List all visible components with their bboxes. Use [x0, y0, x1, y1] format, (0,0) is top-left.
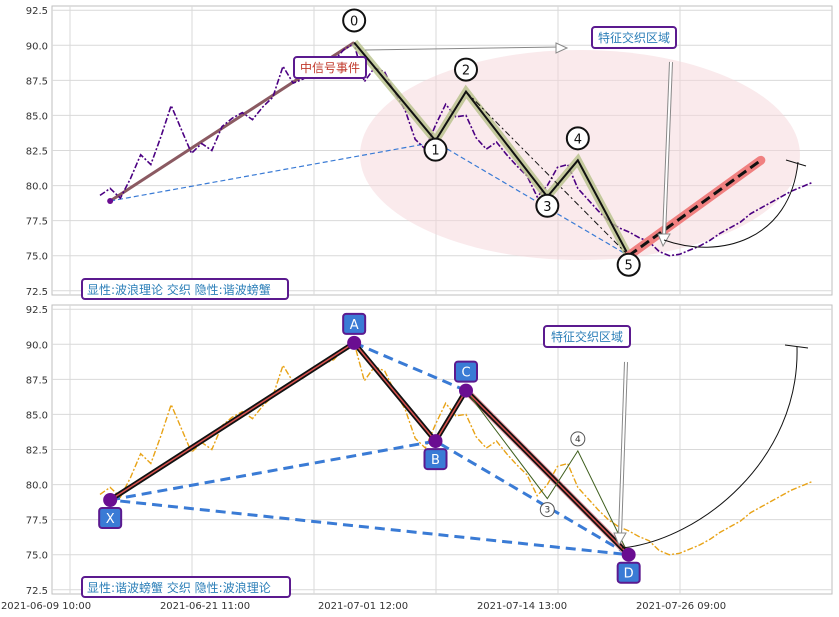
y-tick-label: 80.0 — [26, 182, 48, 193]
bottom-wave-line — [465, 390, 630, 555]
y-tick-label: 82.5 — [26, 446, 48, 457]
harmonic-point-label: D — [624, 567, 634, 582]
bottom-points: X A B C D 3 4 — [98, 312, 641, 584]
top-price-line — [99, 42, 812, 257]
bottom-zone-arrowhead — [613, 532, 627, 547]
wave-point-marker — [539, 502, 555, 518]
top-event-arrow — [364, 46, 561, 51]
y-tick-label: 90.0 — [26, 340, 48, 351]
y-tick-label: 87.5 — [26, 76, 48, 87]
bottom-y-ticks: 92.5 90.0 87.5 85.0 82.5 80.0 77.5 75.0 72.5 — [26, 305, 48, 597]
wave-point-label: 5 — [625, 259, 633, 274]
bottom-zone-label-box — [543, 325, 631, 348]
wave-point-label: 2 — [462, 64, 470, 79]
y-tick-label: 80.0 — [26, 481, 48, 492]
bottom-zone-arrow-inner — [619, 361, 627, 536]
harmonic-point-box — [423, 448, 448, 471]
top-event-label: 中信号事件 — [300, 60, 360, 75]
top-projection-arc — [663, 161, 799, 248]
y-tick-label: 72.5 — [26, 586, 48, 597]
wave-point-label: 4 — [574, 132, 582, 147]
x-tick-label: 2021-07-14 13:00 — [477, 601, 567, 612]
harmonic-point-box — [454, 360, 478, 383]
top-legend-box — [81, 278, 289, 300]
y-tick-label: 77.5 — [26, 516, 48, 527]
x-tick-label: 2021-07-26 09:00 — [636, 601, 726, 612]
top-wave-dashdot — [465, 91, 630, 257]
wave-point-label: 3 — [544, 506, 550, 516]
top-panel: 92.5 90.0 87.5 85.0 82.5 80.0 77.5 75.0 72.5 0 1 2… — [26, 5, 833, 300]
harmonic-point-label: C — [461, 366, 470, 381]
top-zone-label-box — [591, 26, 677, 49]
y-tick-label: 92.5 — [26, 6, 48, 17]
top-points: 0 1 2 3 4 5 — [342, 8, 641, 277]
wave-point-marker — [342, 8, 367, 33]
y-tick-label: 75.0 — [26, 551, 48, 562]
harmonic-point-marker — [459, 383, 473, 398]
top-zone-arrow-inner — [663, 61, 672, 237]
y-tick-label: 85.0 — [26, 410, 48, 421]
y-tick-label: 92.5 — [26, 305, 48, 316]
top-start-dot — [107, 198, 114, 205]
y-tick-label: 90.0 — [26, 41, 48, 52]
bottom-projection-arc — [621, 346, 798, 549]
harmonic-point-marker — [621, 547, 636, 562]
top-projection-line — [627, 159, 762, 257]
harmonic-point-box — [616, 561, 641, 584]
y-tick-label: 77.5 — [26, 217, 48, 228]
wave-point-marker — [616, 252, 641, 277]
bottom-legend-box — [81, 576, 291, 598]
x-tick-label: 2021-07-01 12:00 — [318, 601, 408, 612]
harmonic-point-box — [98, 507, 123, 530]
harmonic-point-label: A — [350, 318, 359, 333]
harmonic-point-label: X — [106, 512, 115, 527]
harmonic-point-marker — [347, 335, 362, 350]
wave-point-marker — [565, 126, 590, 151]
bottom-projection-cap — [784, 344, 809, 349]
bottom-panel: 92.5 90.0 87.5 85.0 82.5 80.0 77.5 75.0 72.5 202… — [1, 304, 833, 612]
top-projection-cap — [785, 159, 807, 167]
bottom-price-line — [99, 341, 812, 556]
top-event-arrowhead — [555, 42, 569, 54]
wave-point-label: 0 — [350, 14, 358, 29]
bottom-x-ticks: 2021-06-09 10:00 2021-06-21 11:00 2021-07-… — [1, 601, 726, 612]
wave-point-label: 4 — [575, 435, 581, 445]
harmonic-point-marker — [428, 434, 443, 449]
top-legend-label: 显性:波浪理论 交织 隐性:谐波螃蟹 — [87, 282, 271, 297]
y-tick-label: 87.5 — [26, 375, 48, 386]
top-wave-line — [353, 41, 630, 257]
bottom-legend-label: 显性:谐波螃蟹 交织 隐性:波浪理论 — [87, 580, 271, 595]
y-tick-label: 75.0 — [26, 252, 48, 263]
top-event-label-box — [293, 56, 367, 79]
top-y-ticks: 92.5 90.0 87.5 85.0 82.5 80.0 77.5 75.0 72.5 — [26, 6, 48, 298]
x-tick-label: 2021-06-09 10:00 — [1, 601, 91, 612]
bottom-harmonic-dashed-xbd — [109, 439, 630, 557]
wave-point-marker — [535, 193, 560, 218]
wave-point-marker — [570, 431, 586, 447]
y-tick-label: 85.0 — [26, 111, 48, 122]
wave-point-label: 1 — [431, 144, 439, 159]
y-tick-label: 72.5 — [26, 287, 48, 298]
wave-point-marker — [423, 137, 448, 162]
x-tick-label: 2021-06-21 11:00 — [160, 601, 250, 612]
y-tick-label: 82.5 — [26, 147, 48, 158]
wave-point-label: 3 — [543, 200, 551, 215]
harmonic-point-marker — [103, 493, 118, 508]
wave-point-marker — [454, 57, 478, 82]
bottom-zone-label: 特征交织区域 — [551, 329, 623, 344]
harmonic-point-box — [342, 312, 367, 335]
top-zone-label: 特征交织区域 — [598, 30, 670, 45]
harmonic-point-label: B — [431, 453, 440, 468]
